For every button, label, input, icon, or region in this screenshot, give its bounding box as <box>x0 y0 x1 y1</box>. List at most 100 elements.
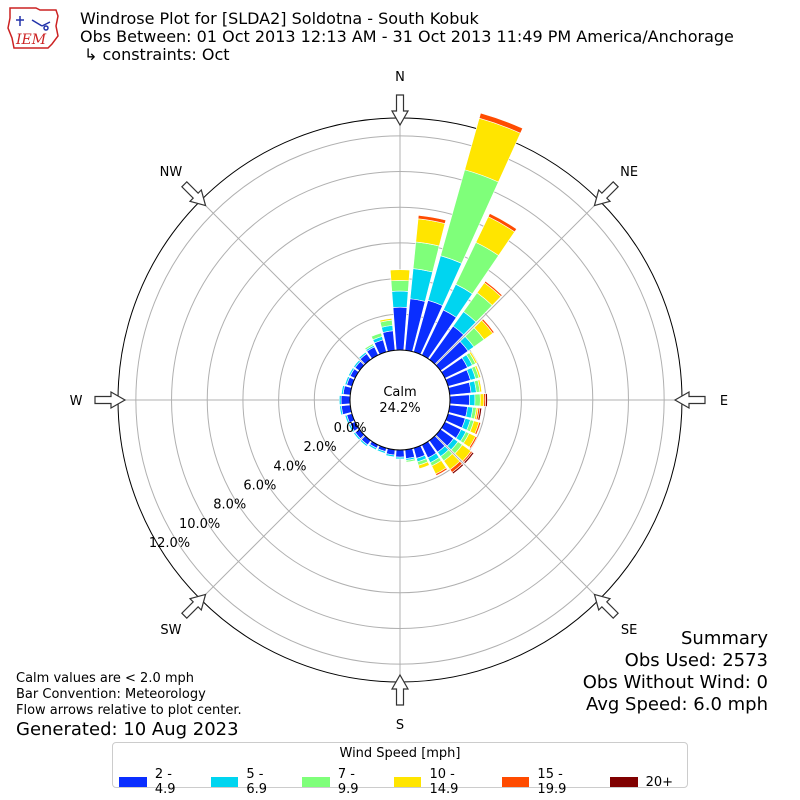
flow-arrow-ne <box>593 181 619 207</box>
legend-items: 2 - 4.9 5 - 6.9 7 - 9.9 10 - 14.9 15 - 19.9 2… <box>119 767 687 797</box>
legend-item: 10 - 14.9 <box>393 767 488 797</box>
legend-swatch <box>302 777 330 787</box>
radial-tick-label: 12.0% <box>149 536 190 551</box>
iem-logo: IEM <box>7 7 59 49</box>
wind-bar-segment <box>485 393 488 407</box>
legend-label: 7 - 9.9 <box>337 767 359 797</box>
wind-bar-segment <box>344 376 350 386</box>
wind-bar-segment <box>463 451 475 465</box>
legend-label: 15 - 19.9 <box>537 767 567 797</box>
wind-bar-segment <box>478 112 524 134</box>
wind-bar-segment <box>477 407 483 421</box>
legend-swatch <box>393 777 422 787</box>
chart-subtitle: Obs Between: 01 Oct 2013 12:13 AM - 31 O… <box>80 27 734 46</box>
radial-tick-label: 4.0% <box>273 459 306 474</box>
direction-label: SE <box>621 623 637 638</box>
avg-speed: Avg Speed: 6.0 mph <box>586 694 768 715</box>
wind-bar-segment <box>395 456 405 460</box>
wind-bars <box>338 112 524 477</box>
wind-bar-segment <box>338 395 342 405</box>
grid-spoke <box>200 200 365 365</box>
grid-spoke <box>435 200 600 365</box>
wind-bar-segment <box>341 385 345 395</box>
chart-labels: N NE E SE S SW W NW 0.0% 2.0% 4.0% 6.0% 8.0% 10.0% 12.… <box>70 70 729 733</box>
calm-circle <box>349 349 451 451</box>
direction-label: S <box>396 718 404 733</box>
wind-bar-segment <box>340 395 351 405</box>
legend-item: 5 - 6.9 <box>210 767 289 797</box>
wind-bar-segment <box>417 461 430 470</box>
wind-bar-segment <box>417 214 447 224</box>
radial-tick-label: 6.0% <box>243 478 276 493</box>
legend-item: 20+ <box>609 767 673 797</box>
flow-arrow-w <box>94 390 127 410</box>
wind-bar-segment <box>385 453 395 458</box>
wind-bar-segment <box>449 394 470 406</box>
grid-spoke <box>200 435 365 600</box>
wind-bar-segment <box>469 394 476 406</box>
legend-swatch <box>210 777 239 787</box>
direction-label: SW <box>160 623 181 638</box>
legend-label: 5 - 6.9 <box>246 767 268 797</box>
wind-bar-segment <box>474 393 481 407</box>
title-block: Windrose Plot for [SLDA2] Soldotna - Sou… <box>80 10 734 64</box>
radial-tick-label: 0.0% <box>334 421 367 436</box>
obs-without-wind: Obs Without Wind: 0 <box>582 672 768 693</box>
wind-bar-segment <box>391 290 409 308</box>
wind-bar-segment <box>479 393 485 407</box>
flow-arrows <box>94 94 706 706</box>
calm-label: Calm <box>383 385 416 400</box>
wind-bar-segment <box>477 379 483 393</box>
calm-note: Calm values are < 2.0 mph <box>16 671 195 686</box>
flow-arrow-se <box>593 593 619 619</box>
notes-block: Calm values are < 2.0 mph Bar Convention… <box>16 671 242 719</box>
wind-bar-segment <box>451 463 465 475</box>
obs-used: Obs Used: 2573 <box>624 650 768 671</box>
constraints-text: ↳ constraints: Oct <box>84 45 230 64</box>
wind-bar-segment <box>353 431 361 441</box>
legend-title: Wind Speed [mph] <box>339 746 461 761</box>
grid-spoke <box>435 435 600 600</box>
wind-bar-segment <box>415 218 446 247</box>
wind-bar-segment <box>348 367 355 377</box>
legend-label: 20+ <box>645 774 673 790</box>
wind-bar-segment <box>483 280 503 297</box>
wind-bar-segment <box>348 423 355 433</box>
legend-label: 10 - 14.9 <box>429 767 459 797</box>
direction-label: NE <box>620 165 638 180</box>
legend: Wind Speed [mph] 2 - 4.9 5 - 6.9 7 - 9.9 10… <box>112 742 688 797</box>
calm-value: 24.2% <box>379 401 420 416</box>
direction-label: E <box>720 394 728 409</box>
legend-swatch <box>609 777 638 787</box>
wind-bar-segment <box>474 421 482 435</box>
wind-bar-segment <box>376 448 386 454</box>
flow-arrow-e <box>673 390 706 410</box>
direction-label: W <box>70 394 83 409</box>
legend-item: 2 - 4.9 <box>119 767 197 797</box>
wind-bar-segment <box>370 332 383 341</box>
wind-bar-segment <box>389 269 411 282</box>
summary-heading: Summary <box>681 628 768 649</box>
wind-bar-segment <box>468 351 478 365</box>
radial-tick-label: 8.0% <box>213 498 246 513</box>
flow-arrow-n <box>390 94 410 127</box>
flow-arrow-nw <box>181 181 207 207</box>
summary-panel: Summary Obs Used: 2573 Obs Without Wind:… <box>583 628 768 716</box>
wind-bar-segment <box>395 449 405 458</box>
wind-bar-segment <box>359 439 369 447</box>
wind-bar-segment <box>358 351 368 360</box>
radial-tick-label: 10.0% <box>179 517 220 532</box>
wind-bar-segment <box>368 443 378 451</box>
legend-label: 2 - 4.9 <box>154 767 176 797</box>
direction-label: N <box>395 70 405 85</box>
wind-bar-segment <box>379 317 393 323</box>
wind-bar-segment <box>339 405 344 416</box>
generated-date: Generated: 10 Aug 2023 <box>16 719 239 740</box>
wind-bar-segment <box>481 318 495 334</box>
flow-arrow-sw <box>181 593 207 619</box>
wind-bar-segment <box>392 306 408 351</box>
wind-bar-segment <box>353 359 361 369</box>
wind-bar-segment <box>468 435 478 449</box>
bar-convention-note: Bar Convention: Meteorology <box>16 687 206 702</box>
wind-bar-segment <box>344 414 350 424</box>
